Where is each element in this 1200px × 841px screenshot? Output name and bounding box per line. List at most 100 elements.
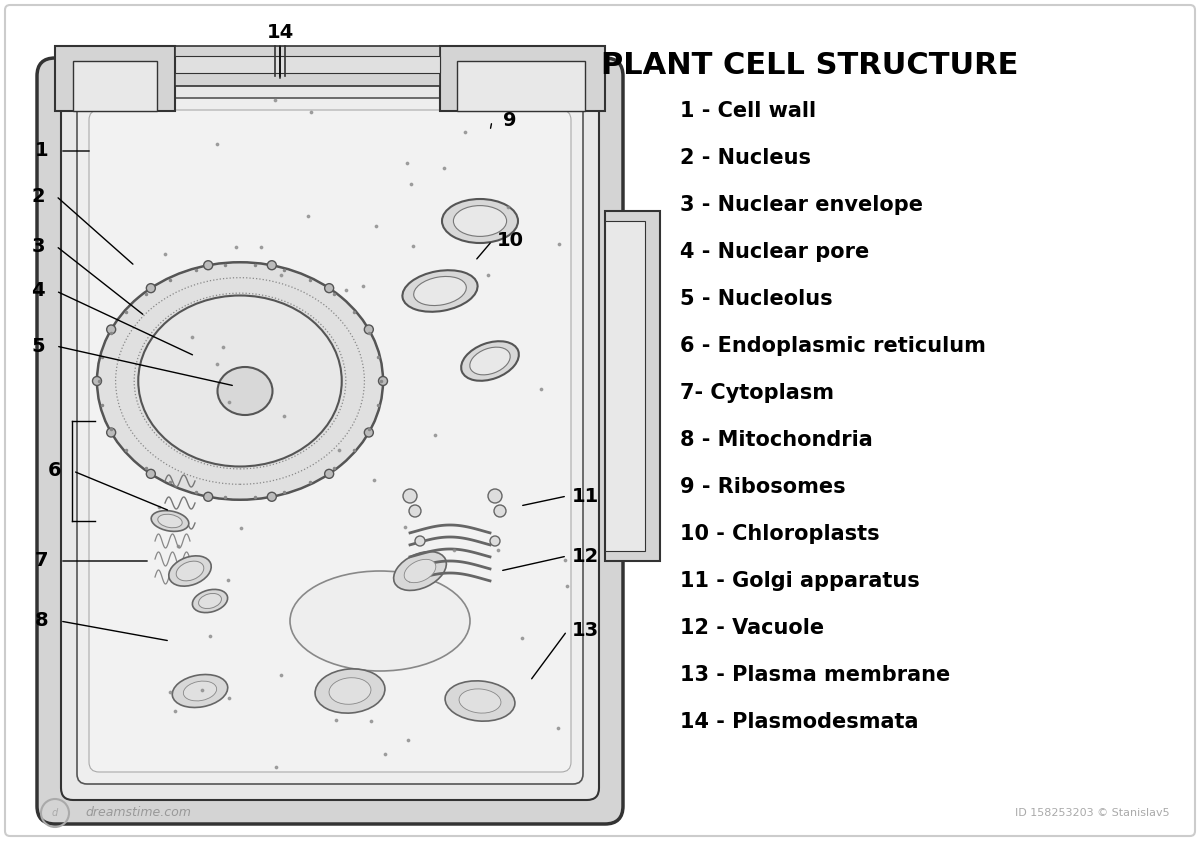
Point — [361, 714, 380, 727]
Ellipse shape — [445, 681, 515, 721]
Point — [455, 125, 474, 139]
Point — [208, 137, 227, 151]
Point — [252, 240, 271, 253]
Circle shape — [488, 489, 502, 503]
Point — [193, 683, 212, 696]
Point — [558, 579, 577, 593]
Ellipse shape — [316, 669, 385, 713]
Point — [395, 521, 414, 534]
Text: 9: 9 — [503, 112, 517, 130]
FancyBboxPatch shape — [5, 5, 1195, 836]
Text: 3 - Nuclear envelope: 3 - Nuclear envelope — [680, 195, 923, 215]
Point — [445, 543, 464, 557]
Text: 5 - Nucleolus: 5 - Nucleolus — [680, 289, 833, 309]
Point — [149, 500, 168, 513]
Text: 2: 2 — [31, 187, 44, 205]
Circle shape — [409, 505, 421, 517]
FancyBboxPatch shape — [77, 98, 583, 784]
Circle shape — [365, 428, 373, 437]
Ellipse shape — [290, 571, 470, 671]
Ellipse shape — [461, 341, 518, 381]
FancyBboxPatch shape — [37, 58, 623, 824]
Text: 8 - Mitochondria: 8 - Mitochondria — [680, 430, 872, 450]
Ellipse shape — [329, 678, 371, 704]
Point — [326, 713, 346, 727]
Ellipse shape — [176, 561, 204, 581]
Circle shape — [325, 283, 334, 293]
Text: 11: 11 — [571, 486, 599, 505]
Point — [155, 247, 174, 261]
Point — [161, 685, 180, 699]
Ellipse shape — [442, 199, 518, 243]
Circle shape — [365, 325, 373, 334]
Point — [366, 219, 385, 232]
Text: 1: 1 — [35, 141, 49, 161]
Text: 9 - Ribosomes: 9 - Ribosomes — [680, 477, 846, 497]
Ellipse shape — [157, 514, 182, 528]
FancyBboxPatch shape — [605, 221, 646, 551]
Point — [498, 201, 517, 214]
Point — [298, 209, 317, 223]
Point — [398, 156, 418, 169]
Point — [208, 357, 227, 371]
Circle shape — [146, 469, 155, 479]
FancyBboxPatch shape — [605, 211, 660, 561]
Point — [220, 691, 239, 705]
Point — [434, 161, 454, 174]
Circle shape — [325, 469, 334, 479]
Point — [425, 429, 444, 442]
Text: 12: 12 — [571, 547, 599, 565]
Ellipse shape — [454, 205, 506, 236]
Point — [271, 669, 290, 682]
Circle shape — [268, 261, 276, 270]
Text: 7- Cytoplasm: 7- Cytoplasm — [680, 383, 834, 403]
Ellipse shape — [138, 295, 342, 467]
Point — [214, 341, 233, 354]
Point — [478, 268, 497, 282]
Text: 12 - Vacuole: 12 - Vacuole — [680, 618, 824, 638]
Circle shape — [403, 489, 418, 503]
Point — [166, 704, 185, 717]
Text: 6 - Endoplasmic reticulum: 6 - Endoplasmic reticulum — [680, 336, 986, 356]
FancyBboxPatch shape — [89, 110, 571, 772]
Point — [376, 747, 395, 760]
Circle shape — [268, 492, 276, 501]
Point — [403, 239, 422, 252]
Ellipse shape — [192, 590, 228, 612]
Circle shape — [204, 261, 212, 270]
Ellipse shape — [402, 270, 478, 312]
Text: 11 - Golgi apparatus: 11 - Golgi apparatus — [680, 571, 919, 591]
Circle shape — [415, 536, 425, 546]
Circle shape — [107, 428, 115, 437]
Text: 10 - Chloroplasts: 10 - Chloroplasts — [680, 524, 880, 544]
Circle shape — [146, 283, 155, 293]
FancyBboxPatch shape — [73, 61, 157, 111]
Circle shape — [378, 377, 388, 385]
Ellipse shape — [169, 556, 211, 586]
Circle shape — [92, 377, 102, 385]
Text: 13 - Plasma membrane: 13 - Plasma membrane — [680, 665, 950, 685]
Text: 1 - Cell wall: 1 - Cell wall — [680, 101, 816, 121]
Point — [336, 283, 355, 297]
Point — [182, 331, 202, 344]
Text: 13: 13 — [571, 621, 599, 641]
Ellipse shape — [217, 367, 272, 415]
Ellipse shape — [460, 689, 500, 713]
Text: PLANT CELL STRUCTURE: PLANT CELL STRUCTURE — [601, 51, 1019, 80]
Point — [398, 733, 418, 747]
Circle shape — [490, 536, 500, 546]
Text: 7: 7 — [35, 552, 49, 570]
FancyBboxPatch shape — [175, 46, 440, 86]
Point — [227, 240, 246, 253]
Point — [550, 237, 569, 251]
Text: 3: 3 — [31, 236, 44, 256]
Ellipse shape — [404, 559, 436, 583]
FancyBboxPatch shape — [175, 56, 440, 73]
Ellipse shape — [414, 277, 467, 305]
Point — [512, 631, 532, 644]
Ellipse shape — [394, 552, 446, 590]
Point — [275, 409, 294, 422]
Point — [488, 543, 508, 557]
Point — [265, 93, 284, 107]
Point — [353, 279, 372, 293]
